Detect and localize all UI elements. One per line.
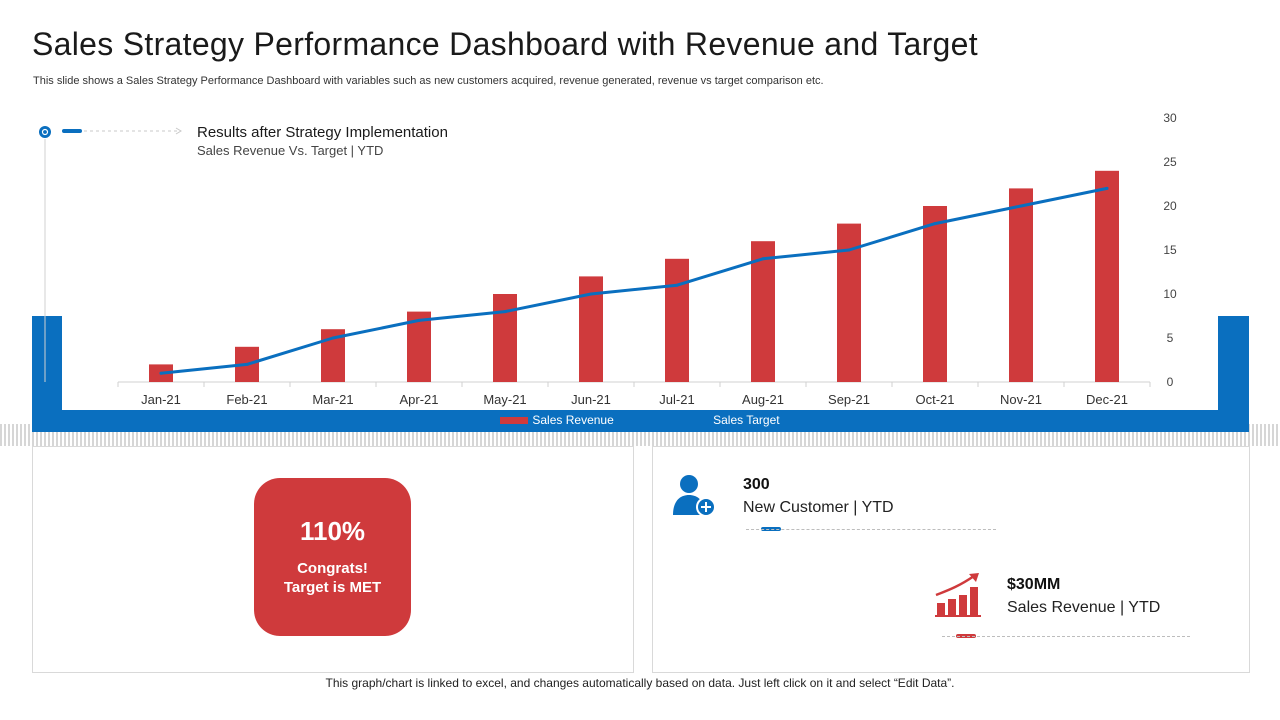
x-tick-label: Dec-21	[1086, 392, 1128, 407]
x-tick-label: Aug-21	[742, 392, 784, 407]
point-sales-target	[503, 310, 507, 314]
legend-item-sales-revenue[interactable]: Sales Revenue	[500, 410, 614, 430]
line-sales-target[interactable]	[159, 186, 1109, 375]
chart-legend: Sales Revenue Sales Target	[0, 410, 1280, 430]
target-percent: 110%	[299, 516, 366, 546]
bar-sales-revenue[interactable]	[1095, 170, 1119, 382]
target-met-text: Target is MET	[283, 579, 382, 596]
y-tick-label: 15	[1163, 243, 1177, 257]
x-tick-label: Oct-21	[915, 392, 954, 407]
x-tick-label: Jul-21	[659, 392, 694, 407]
legend-label-sales-revenue: Sales Revenue	[532, 413, 614, 427]
legend-swatch-sales-revenue	[500, 416, 529, 424]
y-tick-label: 0	[1167, 375, 1174, 389]
x-tick-label: Sep-21	[828, 392, 870, 407]
stats-panel	[652, 446, 1250, 673]
footnote: This graph/chart is linked to excel, and…	[325, 676, 955, 690]
x-tick-label: Mar-21	[312, 392, 353, 407]
new-customer-label: New Customer | YTD	[743, 499, 894, 516]
bar-sales-revenue[interactable]	[493, 294, 517, 382]
y-tick-label: 20	[1163, 199, 1177, 213]
congrats-text: Congrats!	[297, 560, 368, 577]
point-sales-target	[245, 362, 249, 366]
legend-item-sales-target[interactable]: Sales Target	[681, 410, 780, 430]
frame-bottom-band-overlay	[32, 410, 1249, 432]
arrow-right-icon	[175, 127, 182, 135]
x-tick-label: Apr-21	[399, 392, 438, 407]
sales-revenue-label: Sales Revenue | YTD	[1007, 599, 1161, 616]
point-sales-target	[933, 222, 937, 226]
page-title: Sales Strategy Performance Dashboard wit…	[32, 26, 978, 62]
chart-title: Results after Strategy Implementation	[197, 124, 448, 141]
chart[interactable]: 0 5 10 15 20 25 30 Jan-21 Feb-21 Mar-21 Apr-21 May-…	[0, 0, 1280, 410]
bar-sales-revenue[interactable]	[923, 206, 947, 382]
point-sales-target	[847, 248, 851, 252]
x-tick-label: Jan-21	[141, 392, 181, 407]
point-sales-target	[589, 292, 593, 296]
target-met-card: 110% Congrats! Target is MET	[254, 478, 411, 636]
new-customer-value: 300	[743, 476, 770, 493]
chart-subtitle: Sales Revenue Vs. Target | YTD	[197, 143, 384, 158]
chart-marker-icon	[39, 126, 51, 138]
bar-sales-revenue[interactable]	[665, 258, 689, 382]
x-tick-label: Feb-21	[226, 392, 267, 407]
bar-sales-revenue[interactable]	[1009, 188, 1033, 382]
point-sales-target	[761, 257, 765, 261]
point-sales-target	[1105, 186, 1109, 190]
x-tick-label: May-21	[483, 392, 526, 407]
growth-chart-icon	[935, 573, 981, 617]
point-sales-target	[159, 371, 163, 375]
point-sales-target	[1019, 204, 1023, 208]
page-subtitle: This slide shows a Sales Strategy Perfor…	[33, 75, 824, 87]
new-customer-divider	[746, 529, 996, 530]
sales-revenue-value: $30MM	[1007, 576, 1061, 593]
legend-label-sales-target: Sales Target	[713, 413, 780, 427]
bar-sales-revenue[interactable]	[751, 241, 775, 382]
x-tick-label: Nov-21	[1000, 392, 1042, 407]
user-add-icon	[673, 475, 716, 517]
y-tick-label: 5	[1167, 331, 1174, 345]
legend-swatch-sales-target	[681, 416, 710, 424]
y-tick-label: 10	[1163, 287, 1177, 301]
point-sales-target	[331, 336, 335, 340]
sales-revenue-divider	[942, 636, 1190, 637]
point-sales-target	[417, 318, 421, 322]
x-tick-label: Jun-21	[571, 392, 611, 407]
chart-marker-icon-inner	[41, 128, 49, 136]
y-tick-label: 30	[1163, 111, 1177, 125]
y-tick-label: 25	[1163, 155, 1177, 169]
point-sales-target	[675, 283, 679, 287]
